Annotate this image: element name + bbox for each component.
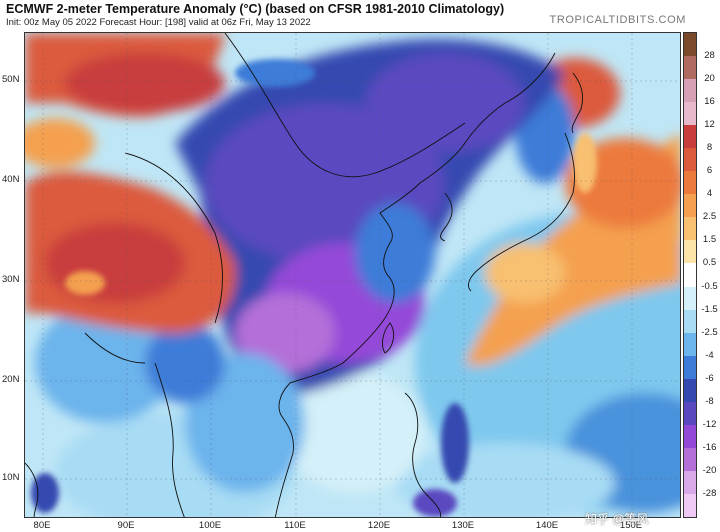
colorbar-swatch [684,171,696,195]
colorbar-swatch [684,102,696,126]
colorbar-label: 20 [704,73,715,85]
colorbar-label: -0.5 [701,280,718,292]
colorbar-label: 12 [704,119,715,131]
colorbar-label: 0.5 [702,257,717,269]
header: ECMWF 2-meter Temperature Anomaly (°C) (… [0,0,720,32]
colorbar-label: -2.5 [701,326,718,338]
lat-label-30n: 30N [2,274,20,285]
colorbar-label: -8 [705,395,714,407]
colorbar-swatch [684,56,696,80]
colorbar-swatch [684,470,696,495]
colorbar-label: 8 [706,142,713,154]
colorbar [683,32,697,518]
colorbar-label: 16 [704,96,715,108]
colorbar-swatch [684,148,696,172]
lat-label-40n: 40N [2,174,20,185]
colorbar-swatch [684,217,696,241]
colorbar-label: 6 [706,165,713,177]
coastlines [25,33,584,517]
colorbar-swatch [684,493,696,518]
lon-label-100e: 100E [198,520,222,531]
lon-label-120e: 120E [367,520,391,531]
colorbar-swatch [684,309,696,334]
watermark: 知乎 @等风 [585,512,649,526]
colorbar-label: 2.5 [702,211,717,223]
colorbar-swatch [684,447,696,472]
lat-label-10n: 10N [2,472,20,483]
map-title: ECMWF 2-meter Temperature Anomaly (°C) (… [6,2,505,16]
temperature-detail [31,59,597,517]
colorbar-swatch [684,378,696,403]
colorbar-label: -6 [705,372,714,384]
map-canvas [25,33,680,517]
brand-text[interactable]: TROPICALTIDBITS.COM [549,14,686,26]
colorbar-label: -16 [702,441,717,453]
colorbar-label: 28 [704,50,715,62]
colorbar-label: -1.5 [701,303,718,315]
colorbar-label: 1.5 [702,234,717,246]
lat-label-20n: 20N [2,374,20,385]
colorbar-swatch [684,240,696,264]
colorbar-swatch [684,33,696,57]
lon-label-130e: 130E [451,520,475,531]
colorbar-label: -4 [705,349,714,361]
anomaly-map [24,32,681,518]
map-subtitle: Init: 00z May 05 2022 Forecast Hour: [19… [6,17,311,28]
temperature-fill [25,33,680,517]
colorbar-swatch [684,401,696,426]
lon-label-140e: 140E [535,520,559,531]
colorbar-swatch [684,355,696,380]
colorbar-swatch [684,332,696,357]
lat-label-50n: 50N [2,74,20,85]
colorbar-swatch [684,424,696,449]
colorbar-swatch [684,125,696,149]
lon-label-80e: 80E [33,520,51,531]
graticule [25,33,680,517]
lon-label-150e: 150E [619,520,643,531]
colorbar-label: -20 [702,464,717,476]
colorbar-swatch [684,194,696,218]
colorbar-label: -28 [702,487,717,499]
lon-label-110e: 110E [284,520,306,531]
lon-label-90e: 90E [117,520,135,531]
colorbar-swatch [684,263,696,288]
colorbar-swatch [684,79,696,103]
colorbar-label: -12 [702,418,717,430]
colorbar-swatch [684,286,696,311]
colorbar-label: 4 [706,188,713,200]
